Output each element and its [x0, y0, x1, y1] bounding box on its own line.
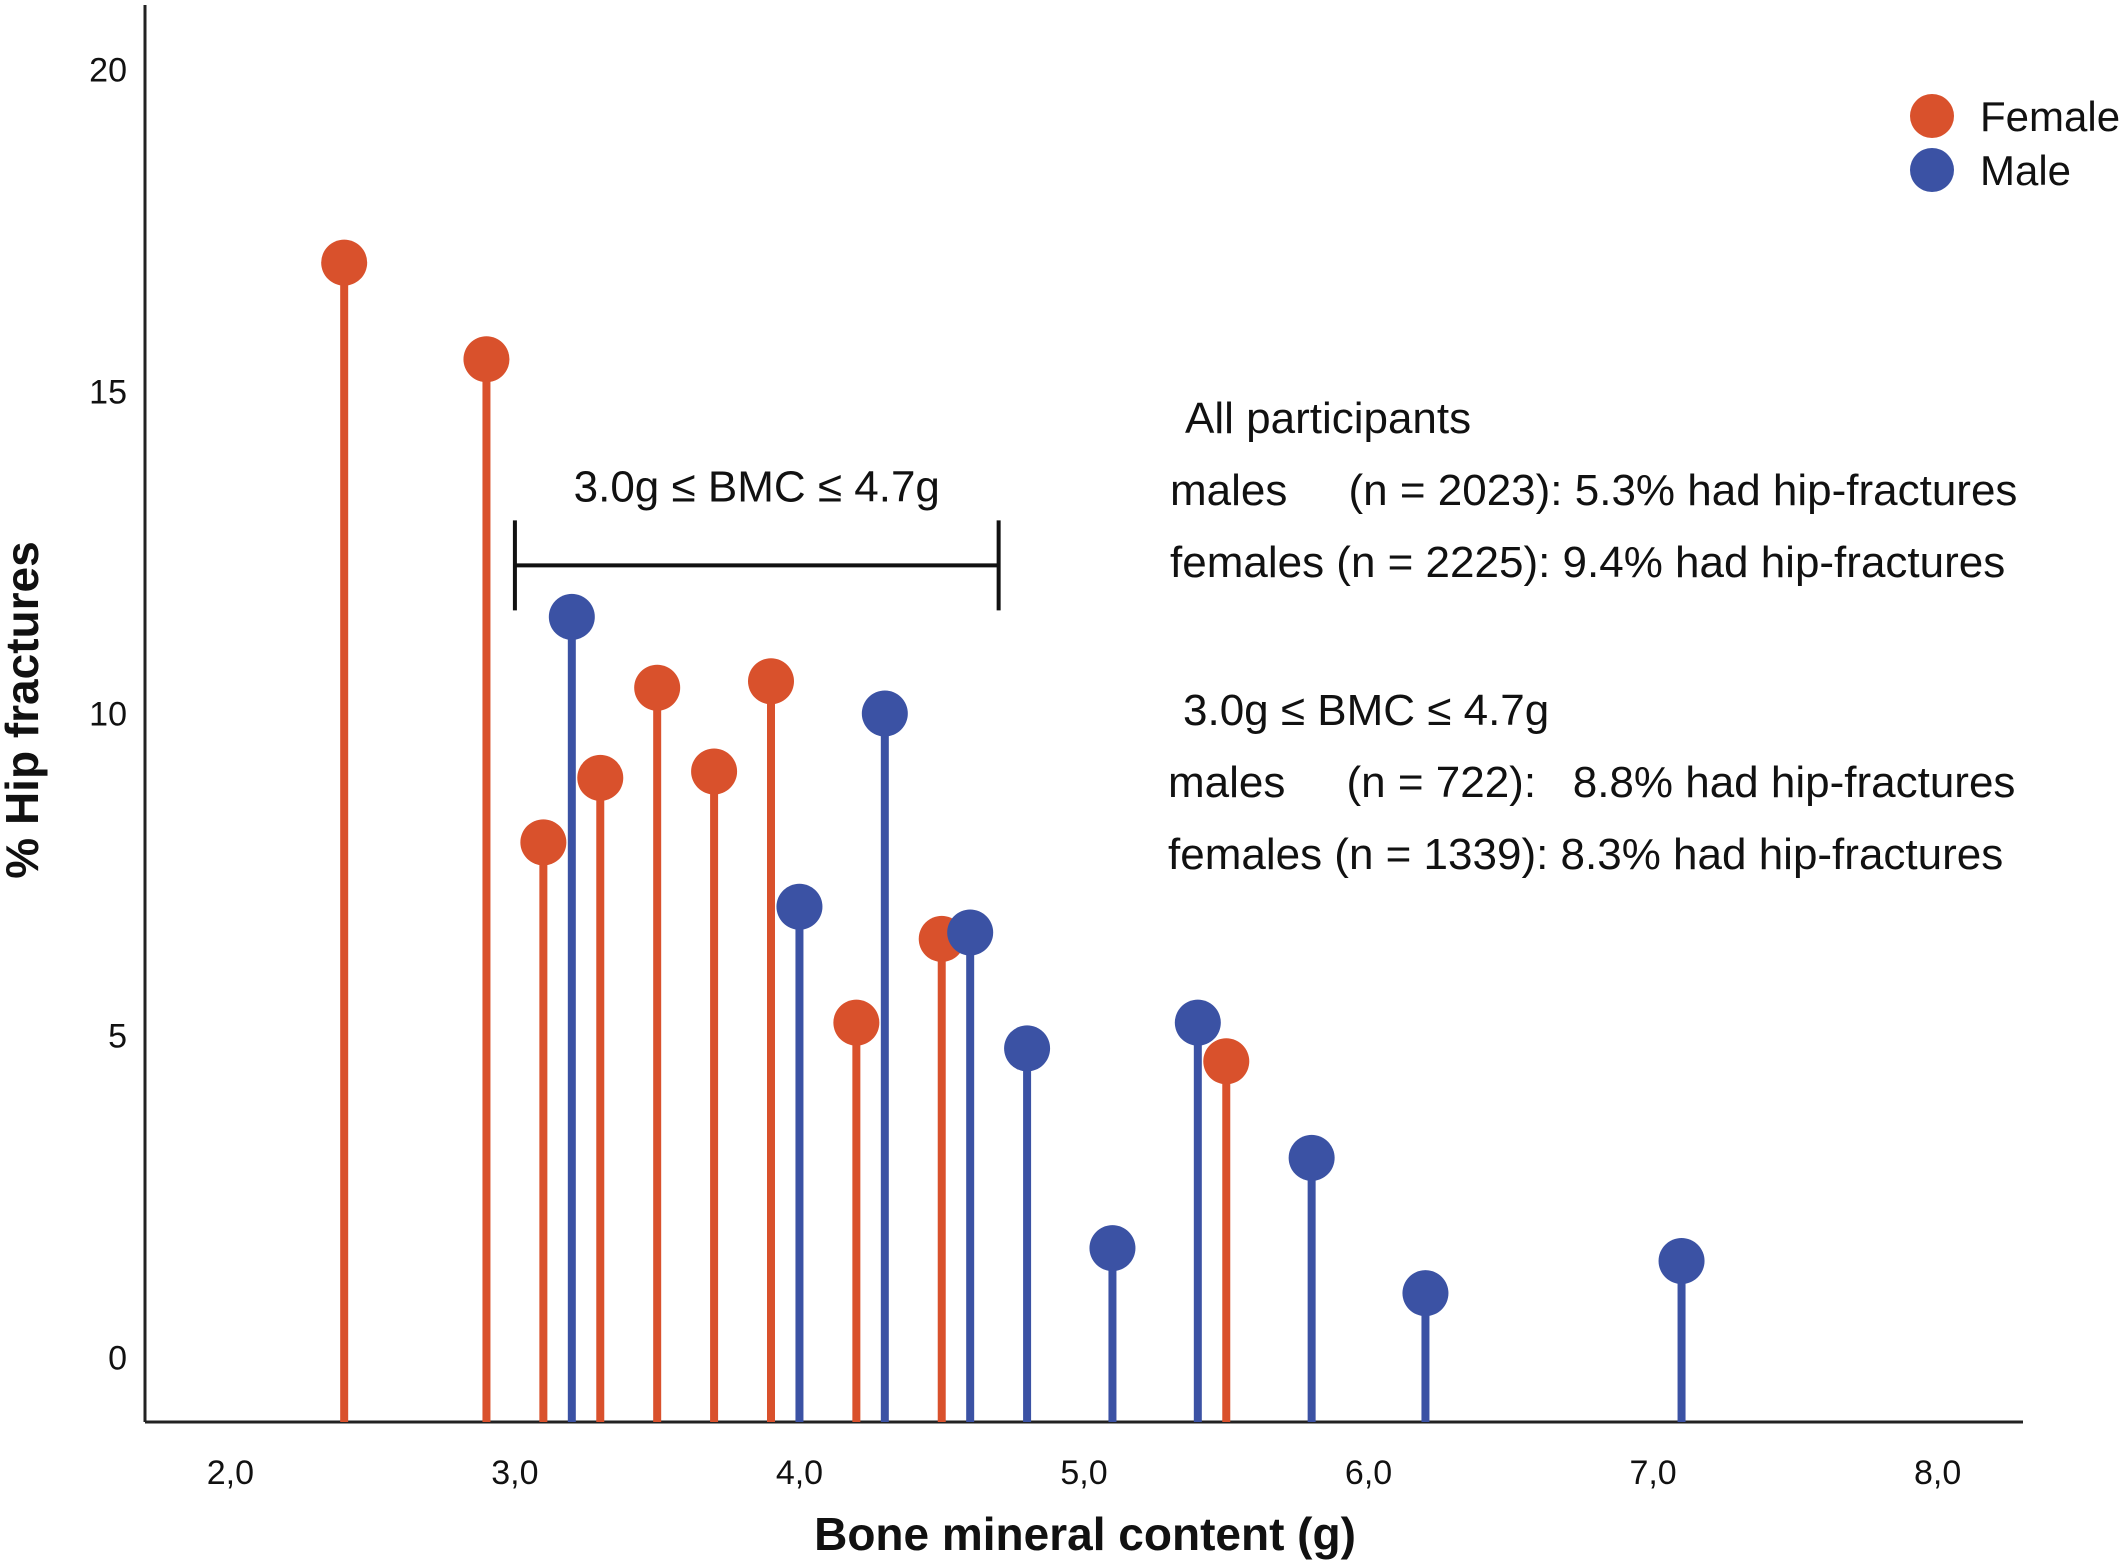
bracket-label: 3.0g ≤ BMC ≤ 4.7g [574, 462, 940, 511]
x-tick-label: 8,0 [1914, 1454, 1961, 1492]
x-tick-label: 2,0 [207, 1454, 254, 1492]
annotation-range-females: females (n = 1339): 8.3% had hip-fractur… [1168, 830, 2003, 879]
male-point [548, 593, 595, 640]
female-point [463, 336, 510, 383]
x-tick-labels: 2,0 3,0 4,0 5,0 6,0 7,0 8,0 [207, 1454, 1962, 1492]
male-point [1089, 1225, 1136, 1272]
female-point [520, 819, 567, 866]
annotation-all-males: males (n = 2023): 5.3% had hip-fractures [1170, 466, 2017, 515]
female-point [748, 658, 794, 705]
x-axis-title: Bone mineral content (g) [814, 1508, 1356, 1560]
y-tick-label: 10 [89, 696, 127, 734]
female-point [634, 664, 681, 711]
y-tick-labels: 0 5 10 15 20 [89, 51, 127, 1377]
male-point [1004, 1025, 1051, 1072]
female-point [1203, 1038, 1250, 1085]
x-tick-label: 6,0 [1345, 1454, 1392, 1492]
summary-annotations: All participants males (n = 2023): 5.3% … [1168, 394, 2017, 879]
male-point [1288, 1134, 1335, 1181]
male-point [1658, 1237, 1705, 1284]
male-point [861, 690, 908, 737]
y-tick-label: 15 [89, 373, 127, 411]
x-tick-label: 4,0 [776, 1454, 823, 1492]
y-tick-label: 5 [108, 1018, 127, 1056]
annotation-all-participants: All participants [1185, 394, 1471, 443]
male-point [1174, 999, 1221, 1046]
male-point [947, 909, 994, 956]
lollipop-dots [321, 239, 1705, 1317]
annotation-all-females: females (n = 2225): 9.4% had hip-fractur… [1170, 538, 2005, 587]
annotation-range-males: males (n = 722): 8.8% had hip-fractures [1168, 758, 2015, 807]
male-point [1402, 1270, 1449, 1317]
x-tick-label: 3,0 [491, 1454, 538, 1492]
axes [143, 5, 2023, 1424]
female-point [577, 754, 624, 801]
x-tick-label: 7,0 [1629, 1454, 1676, 1492]
female-point [833, 999, 880, 1046]
annotation-range-title: 3.0g ≤ BMC ≤ 4.7g [1183, 686, 1549, 735]
legend-male-marker [1910, 148, 1954, 192]
female-point [691, 748, 738, 795]
y-tick-label: 0 [108, 1340, 127, 1378]
lollipop-stems [340, 262, 1686, 1422]
female-point [321, 239, 368, 286]
y-axis-title: % Hip fractures [0, 541, 48, 878]
legend-female-marker [1910, 94, 1954, 138]
legend: Female Male [1910, 93, 2120, 194]
male-point [776, 883, 823, 930]
x-tick-label: 5,0 [1060, 1454, 1107, 1492]
legend-male-label: Male [1980, 147, 2071, 194]
y-tick-label: 20 [89, 51, 127, 89]
legend-female-label: Female [1980, 93, 2120, 140]
bmc-range-bracket: 3.0g ≤ BMC ≤ 4.7g [512, 462, 1001, 611]
